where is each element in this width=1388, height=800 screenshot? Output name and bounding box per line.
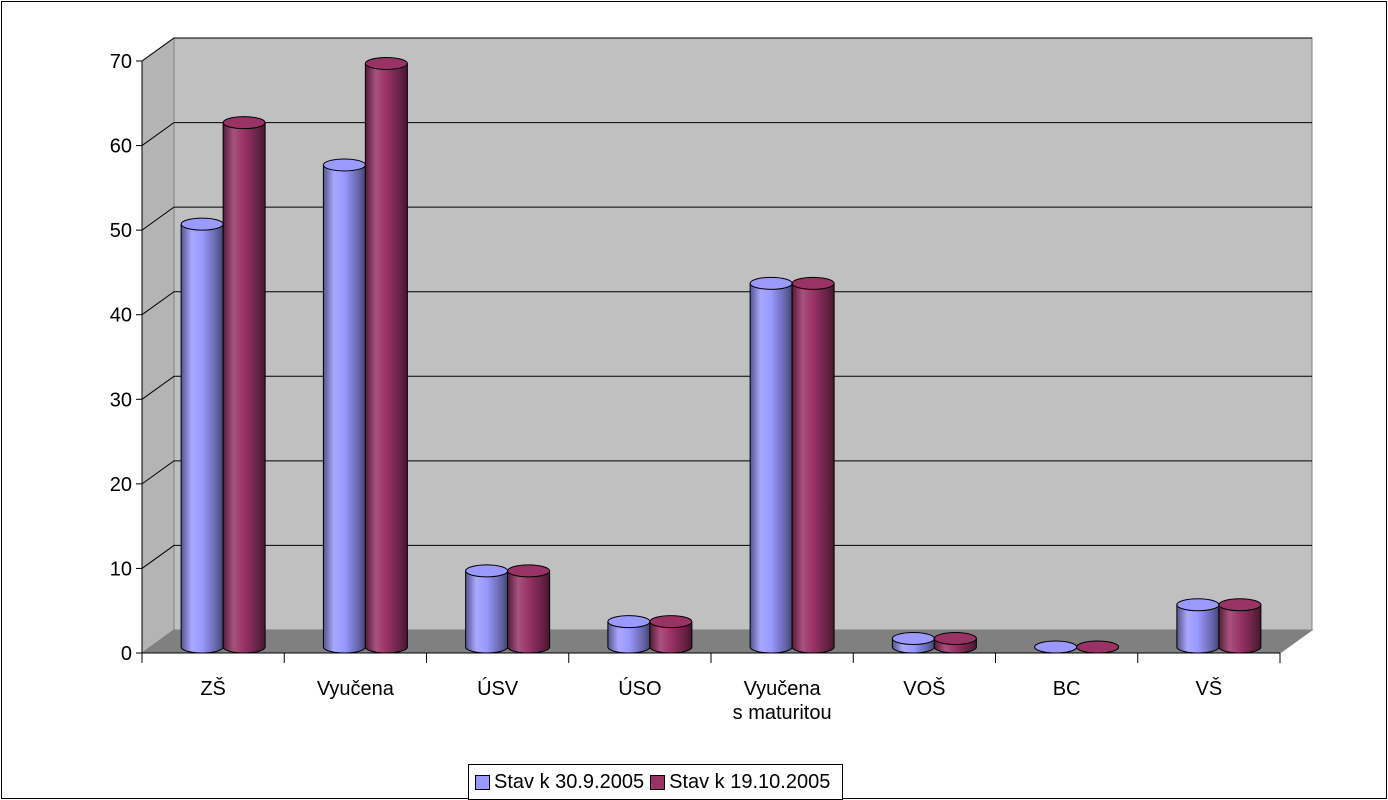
bar-1-7 xyxy=(1176,598,1220,654)
bar-1-4 xyxy=(749,276,793,654)
gridline-2 xyxy=(141,460,1312,485)
x-category-label-5: VOŠ xyxy=(903,677,945,700)
x-category-label-3: ÚSO xyxy=(618,677,661,700)
legend-swatch-series-1 xyxy=(475,774,490,790)
bar-1-2 xyxy=(465,564,509,654)
y-tick-label-1: 10 xyxy=(110,558,132,580)
x-category-label-6: BC xyxy=(1053,678,1081,700)
y-tick-label-4: 40 xyxy=(110,305,132,327)
y-tick-label-2: 20 xyxy=(110,474,132,496)
bar-2-5 xyxy=(933,632,977,654)
x-category-label-4: Vyučena s maturitou xyxy=(733,678,832,724)
y-tick-label-7: 70 xyxy=(110,51,132,73)
side-wall xyxy=(141,37,175,654)
bar-1-6 xyxy=(1034,640,1078,654)
gridline-3 xyxy=(141,375,1312,400)
x-category-label-2: ÚSV xyxy=(477,677,519,700)
bar-2-2 xyxy=(507,564,551,654)
bar-1-3 xyxy=(607,615,651,654)
gridline-5 xyxy=(141,206,1312,231)
gridline-7 xyxy=(141,37,1312,62)
y-tick-label-6: 60 xyxy=(110,136,132,158)
legend-item-series-2: Stav k 19.10.2005 xyxy=(650,771,830,794)
bar-2-1 xyxy=(364,56,408,654)
x-category-label-1: Vyučena xyxy=(317,678,395,700)
y-tick-label-5: 50 xyxy=(110,220,132,242)
bar-1-1 xyxy=(322,158,366,654)
y-tick-label-0: 0 xyxy=(121,643,132,665)
bar-1-5 xyxy=(891,632,935,654)
x-category-label-0: ZŠ xyxy=(200,677,226,700)
gridline-4 xyxy=(141,291,1312,316)
bar-2-4 xyxy=(791,276,835,654)
bar-2-7 xyxy=(1218,598,1262,654)
bar-1-0 xyxy=(180,217,224,654)
bar-2-0 xyxy=(222,116,266,654)
y-tick-label-3: 30 xyxy=(110,389,132,411)
floor xyxy=(140,629,1314,654)
x-category-label-7: VŠ xyxy=(1196,677,1223,700)
gridline-1 xyxy=(141,544,1312,569)
legend-label-series-2: Stav k 19.10.2005 xyxy=(669,770,831,793)
gridline-6 xyxy=(141,122,1312,146)
legend-swatch-series-2 xyxy=(650,774,666,790)
legend-item-series-1: Stav k 30.9.2005 xyxy=(475,771,644,794)
legend-label-series-1: Stav k 30.9.2005 xyxy=(494,770,645,793)
bar-2-6 xyxy=(1076,640,1120,654)
chart-legend: Stav k 30.9.2005 Stav k 19.10.2005 xyxy=(468,764,844,800)
bar-2-3 xyxy=(649,615,693,654)
